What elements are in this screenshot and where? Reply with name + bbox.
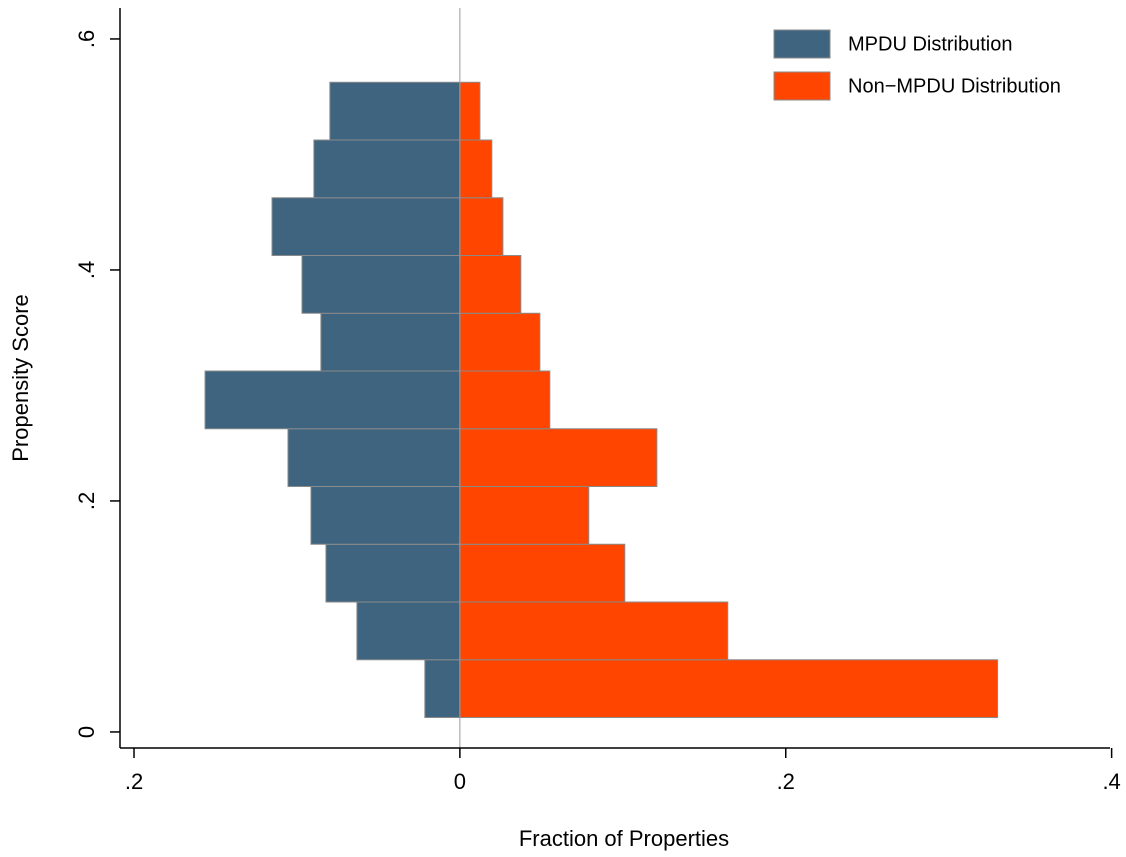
bar: [329, 81, 461, 141]
y-tick-label: .6: [74, 30, 99, 48]
y-axis-title: Propensity Score: [8, 294, 33, 462]
bar: [313, 139, 461, 199]
bar: [459, 543, 626, 603]
bar: [459, 139, 493, 199]
y-tick-label: .4: [74, 261, 99, 279]
legend-label: Non−MPDU Distribution: [848, 75, 1061, 97]
bar: [204, 370, 461, 430]
y-tick-label: 0: [74, 726, 99, 738]
bar: [271, 197, 461, 257]
bar: [287, 428, 461, 488]
bar: [459, 659, 999, 719]
bar: [424, 659, 461, 719]
bar: [459, 370, 551, 430]
bar: [459, 486, 590, 545]
y-tick-label: .2: [74, 492, 99, 510]
bar: [301, 255, 461, 314]
bar: [310, 486, 461, 545]
bar: [320, 312, 461, 372]
bar: [459, 197, 504, 257]
bar: [459, 601, 729, 661]
x-tick-label: .4: [1102, 769, 1120, 794]
legend-label: MPDU Distribution: [848, 33, 1012, 55]
legend-swatch: [773, 71, 831, 101]
bar: [459, 81, 481, 141]
x-axis-title: Fraction of Properties: [519, 826, 729, 851]
bar: [459, 255, 522, 314]
bar: [356, 601, 461, 661]
x-tick-label: .2: [777, 769, 795, 794]
x-tick-label: 0: [454, 769, 466, 794]
x-tick-label: .2: [125, 769, 143, 794]
bar: [325, 543, 461, 603]
bar: [459, 428, 658, 488]
bar: [459, 312, 541, 372]
legend-swatch: [773, 29, 831, 59]
